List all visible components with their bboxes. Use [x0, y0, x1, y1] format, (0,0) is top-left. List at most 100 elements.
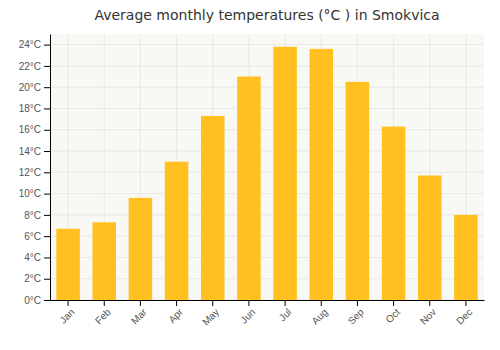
tick-label: Jan	[57, 306, 76, 325]
tick-mark	[44, 130, 50, 131]
axis-line	[50, 35, 51, 301]
tick: 16°C	[19, 124, 50, 135]
tick-label: 0°C	[24, 295, 41, 306]
tick-label: Mar	[129, 306, 149, 326]
tick-mark	[212, 300, 213, 306]
grid-line	[50, 172, 484, 173]
grid-line	[50, 129, 484, 130]
tick: 8°C	[24, 210, 50, 221]
tick-mark	[176, 300, 177, 306]
tick-mark	[465, 300, 466, 306]
grid-line	[50, 87, 484, 88]
tick: Feb	[93, 300, 113, 326]
bar	[237, 77, 261, 300]
tick-mark	[393, 300, 394, 306]
tick-label: Dec	[454, 306, 474, 326]
chart: 0°C 2°C 4°C 6°C 8°C 10°C 12°C 14°C 16°C 18°C 20°C 2…	[0, 0, 500, 350]
grid	[50, 34, 484, 300]
tick: May	[200, 300, 221, 328]
tick-mark	[44, 151, 50, 152]
tick: 24°C	[19, 39, 50, 50]
tick-label: 2°C	[24, 273, 41, 284]
tick-label: 10°C	[19, 188, 41, 199]
bar	[418, 176, 442, 300]
tick-label: 20°C	[19, 82, 41, 93]
tick: Oct	[383, 300, 402, 325]
tick-mark	[429, 300, 430, 306]
tick-label: 18°C	[19, 103, 41, 114]
tick: 20°C	[19, 82, 50, 93]
tick-mark	[321, 300, 322, 306]
tick-label: Sep	[346, 306, 367, 327]
tick-mark	[285, 300, 286, 306]
tick-label: 12°C	[19, 167, 41, 178]
grid-line	[50, 108, 484, 109]
tick: 4°C	[24, 252, 50, 263]
tick-mark	[357, 300, 358, 306]
bar	[454, 215, 478, 300]
tick: Mar	[129, 300, 149, 326]
bar	[346, 82, 370, 300]
tick-label: Feb	[93, 306, 113, 326]
grid-line	[50, 65, 484, 66]
bar	[309, 49, 333, 300]
grid-line	[50, 44, 484, 45]
tick-mark	[140, 300, 141, 306]
tick-mark	[44, 66, 50, 67]
tick: Dec	[454, 300, 474, 327]
grid-line	[50, 151, 484, 152]
bar	[201, 116, 225, 300]
plot: 0°C 2°C 4°C 6°C 8°C 10°C 12°C 14°C 16°C 18°C 20°C 2…	[19, 34, 485, 328]
tick-label: 22°C	[19, 61, 41, 72]
y-axis: 0°C 2°C 4°C 6°C 8°C 10°C 12°C 14°C 16°C 18°C 20°C 2…	[19, 35, 51, 306]
tick-label: 6°C	[24, 231, 41, 242]
tick-label: 16°C	[19, 124, 41, 135]
tick-label: Nov	[418, 306, 438, 326]
tick-mark	[44, 108, 50, 109]
tick-label: Oct	[383, 306, 402, 325]
tick-label: 14°C	[19, 146, 41, 157]
tick: 22°C	[19, 61, 50, 72]
plot-background	[50, 34, 484, 300]
tick: Nov	[418, 300, 438, 327]
tick-mark	[44, 194, 50, 195]
tick-mark	[104, 300, 105, 306]
tick-label: 4°C	[24, 252, 41, 263]
tick-label: Apr	[166, 306, 185, 325]
tick-mark	[44, 172, 50, 173]
tick-mark	[68, 300, 69, 306]
tick-mark	[44, 87, 50, 88]
tick-label: 8°C	[24, 210, 41, 221]
bar	[273, 47, 297, 300]
tick: 10°C	[19, 188, 50, 199]
axis-line	[51, 300, 485, 301]
bars	[56, 47, 477, 300]
tick-mark	[44, 45, 50, 46]
x-axis: Jan Feb Mar Apr May Jun Jul Aug Sep Oct Nov Dec	[51, 300, 485, 328]
bar	[92, 222, 116, 300]
tick-mark	[248, 300, 249, 306]
bar	[165, 162, 189, 300]
bar	[56, 229, 80, 300]
tick: Jul	[277, 300, 294, 323]
tick: 18°C	[19, 103, 50, 114]
tick-mark	[44, 215, 50, 216]
tick: Jan	[57, 300, 76, 326]
tick: Sep	[346, 300, 367, 327]
tick: Jun	[238, 300, 257, 326]
tick: 14°C	[19, 146, 50, 157]
tick: 0°C	[24, 295, 50, 306]
tick-label: Jul	[277, 306, 294, 323]
tick: 2°C	[24, 273, 50, 284]
tick-label: Jun	[238, 306, 257, 325]
bar	[129, 198, 153, 300]
tick-mark	[44, 257, 50, 258]
tick: Apr	[166, 300, 185, 325]
tick-label: 24°C	[19, 39, 41, 50]
tick-mark	[44, 300, 50, 301]
tick-label: May	[200, 306, 221, 327]
tick: Aug	[309, 300, 329, 327]
bar	[382, 127, 406, 300]
tick-label: Aug	[309, 306, 329, 326]
tick: 12°C	[19, 167, 50, 178]
